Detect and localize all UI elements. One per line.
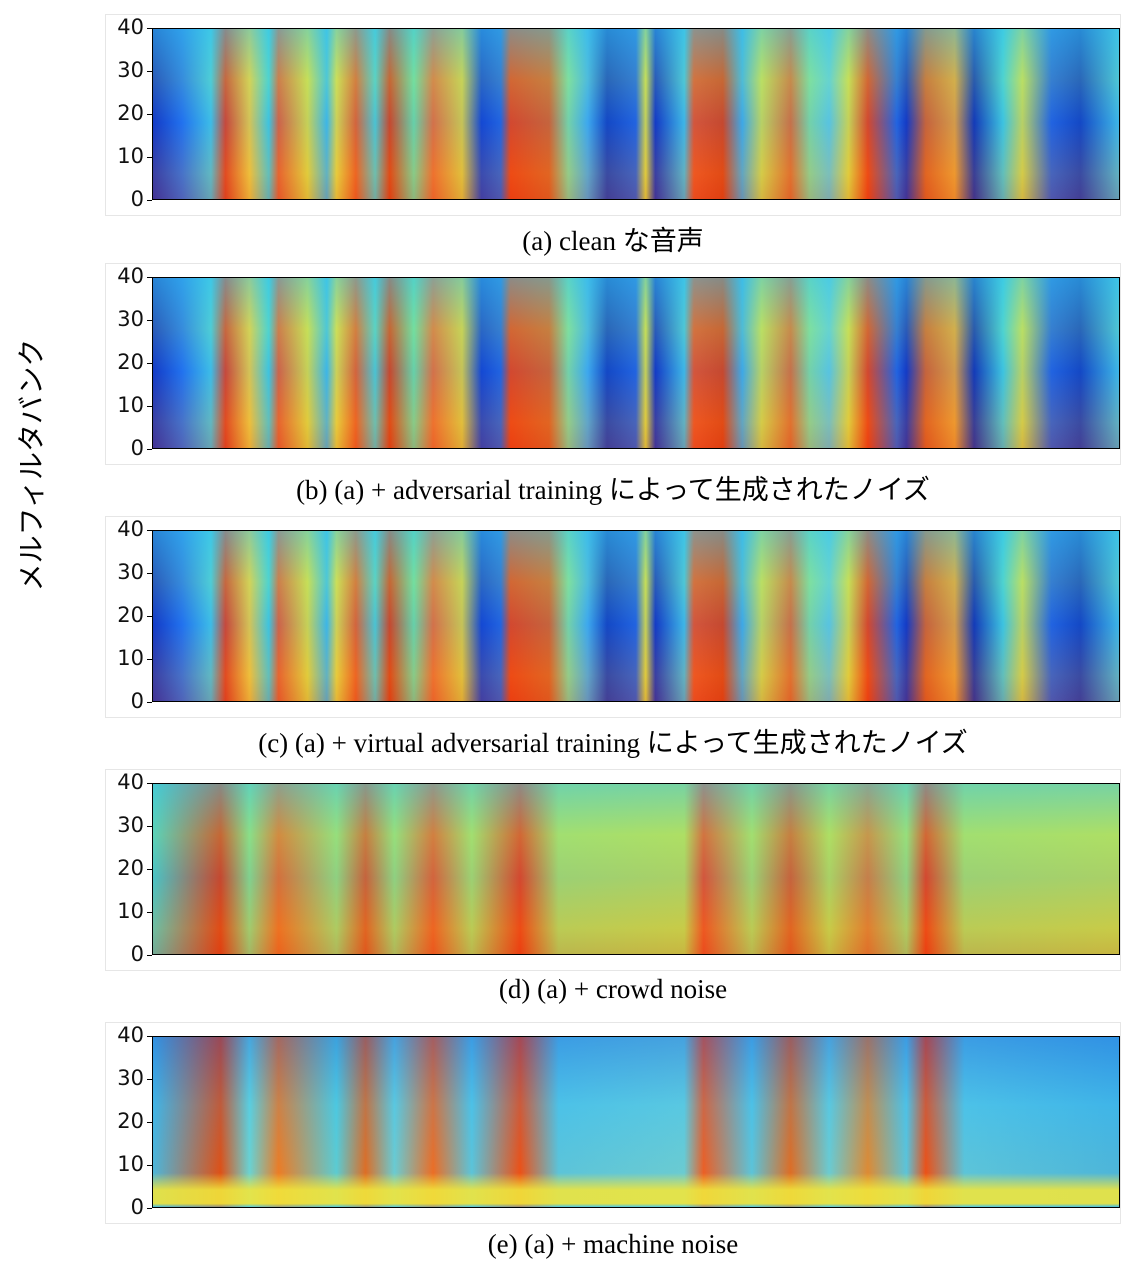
y-tick-label: 10 xyxy=(117,1152,144,1176)
y-tick-label: 10 xyxy=(117,393,144,417)
y-tick-label: 10 xyxy=(117,144,144,168)
y-tick-mark xyxy=(147,1122,152,1123)
y-tick-label: 10 xyxy=(117,646,144,670)
y-tick-label: 30 xyxy=(117,813,144,837)
y-tick-mark xyxy=(147,320,152,321)
y-tick-mark xyxy=(147,1165,152,1166)
y-tick-mark xyxy=(147,869,152,870)
y-tick-mark xyxy=(147,702,152,703)
y-tick-mark xyxy=(147,826,152,827)
y-tick-label: 0 xyxy=(130,436,144,460)
y-tick-mark xyxy=(147,71,152,72)
y-tick-label: 0 xyxy=(130,1195,144,1219)
panel-caption: (e) (a) + machine noise xyxy=(487,1229,739,1259)
y-tick-label: 0 xyxy=(130,689,144,713)
y-tick-mark xyxy=(147,1079,152,1080)
panel-caption: (a) clean な音声 xyxy=(522,226,704,256)
y-tick-mark xyxy=(147,1208,152,1209)
y-tick-label: 40 xyxy=(117,264,144,288)
y-tick-label: 0 xyxy=(130,942,144,966)
y-tick-mark xyxy=(147,28,152,29)
panel-caption: (d) (a) + crowd noise xyxy=(498,974,728,1004)
y-tick-mark xyxy=(147,277,152,278)
y-tick-mark xyxy=(147,1036,152,1037)
y-tick-mark xyxy=(147,573,152,574)
spectrogram xyxy=(152,1036,1120,1208)
y-tick-label: 0 xyxy=(130,187,144,211)
y-tick-label: 40 xyxy=(117,1023,144,1047)
y-tick-mark xyxy=(147,616,152,617)
y-tick-label: 40 xyxy=(117,517,144,541)
y-tick-label: 30 xyxy=(117,1066,144,1090)
y-tick-label: 40 xyxy=(117,770,144,794)
y-tick-mark xyxy=(147,783,152,784)
spectrogram xyxy=(152,783,1120,955)
y-tick-mark xyxy=(147,449,152,450)
y-axis-label: メルフィルタバンク xyxy=(15,338,48,592)
panel-caption: (c) (a) + virtual adversarial training に… xyxy=(258,728,968,758)
y-tick-label: 20 xyxy=(117,350,144,374)
y-tick-mark xyxy=(147,157,152,158)
y-tick-label: 30 xyxy=(117,58,144,82)
y-tick-label: 30 xyxy=(117,307,144,331)
y-tick-mark xyxy=(147,200,152,201)
y-tick-mark xyxy=(147,114,152,115)
y-tick-mark xyxy=(147,530,152,531)
y-tick-label: 20 xyxy=(117,101,144,125)
y-tick-mark xyxy=(147,363,152,364)
y-tick-label: 30 xyxy=(117,560,144,584)
y-tick-mark xyxy=(147,659,152,660)
y-tick-label: 20 xyxy=(117,603,144,627)
panel-caption: (b) (a) + adversarial training によって生成された… xyxy=(296,475,930,505)
spectrogram xyxy=(152,277,1120,449)
y-tick-mark xyxy=(147,406,152,407)
spectrogram xyxy=(152,530,1120,702)
spectrogram xyxy=(152,28,1120,200)
y-tick-label: 10 xyxy=(117,899,144,923)
y-tick-mark xyxy=(147,912,152,913)
y-tick-label: 20 xyxy=(117,856,144,880)
y-tick-label: 40 xyxy=(117,15,144,39)
y-tick-label: 20 xyxy=(117,1109,144,1133)
y-tick-mark xyxy=(147,955,152,956)
